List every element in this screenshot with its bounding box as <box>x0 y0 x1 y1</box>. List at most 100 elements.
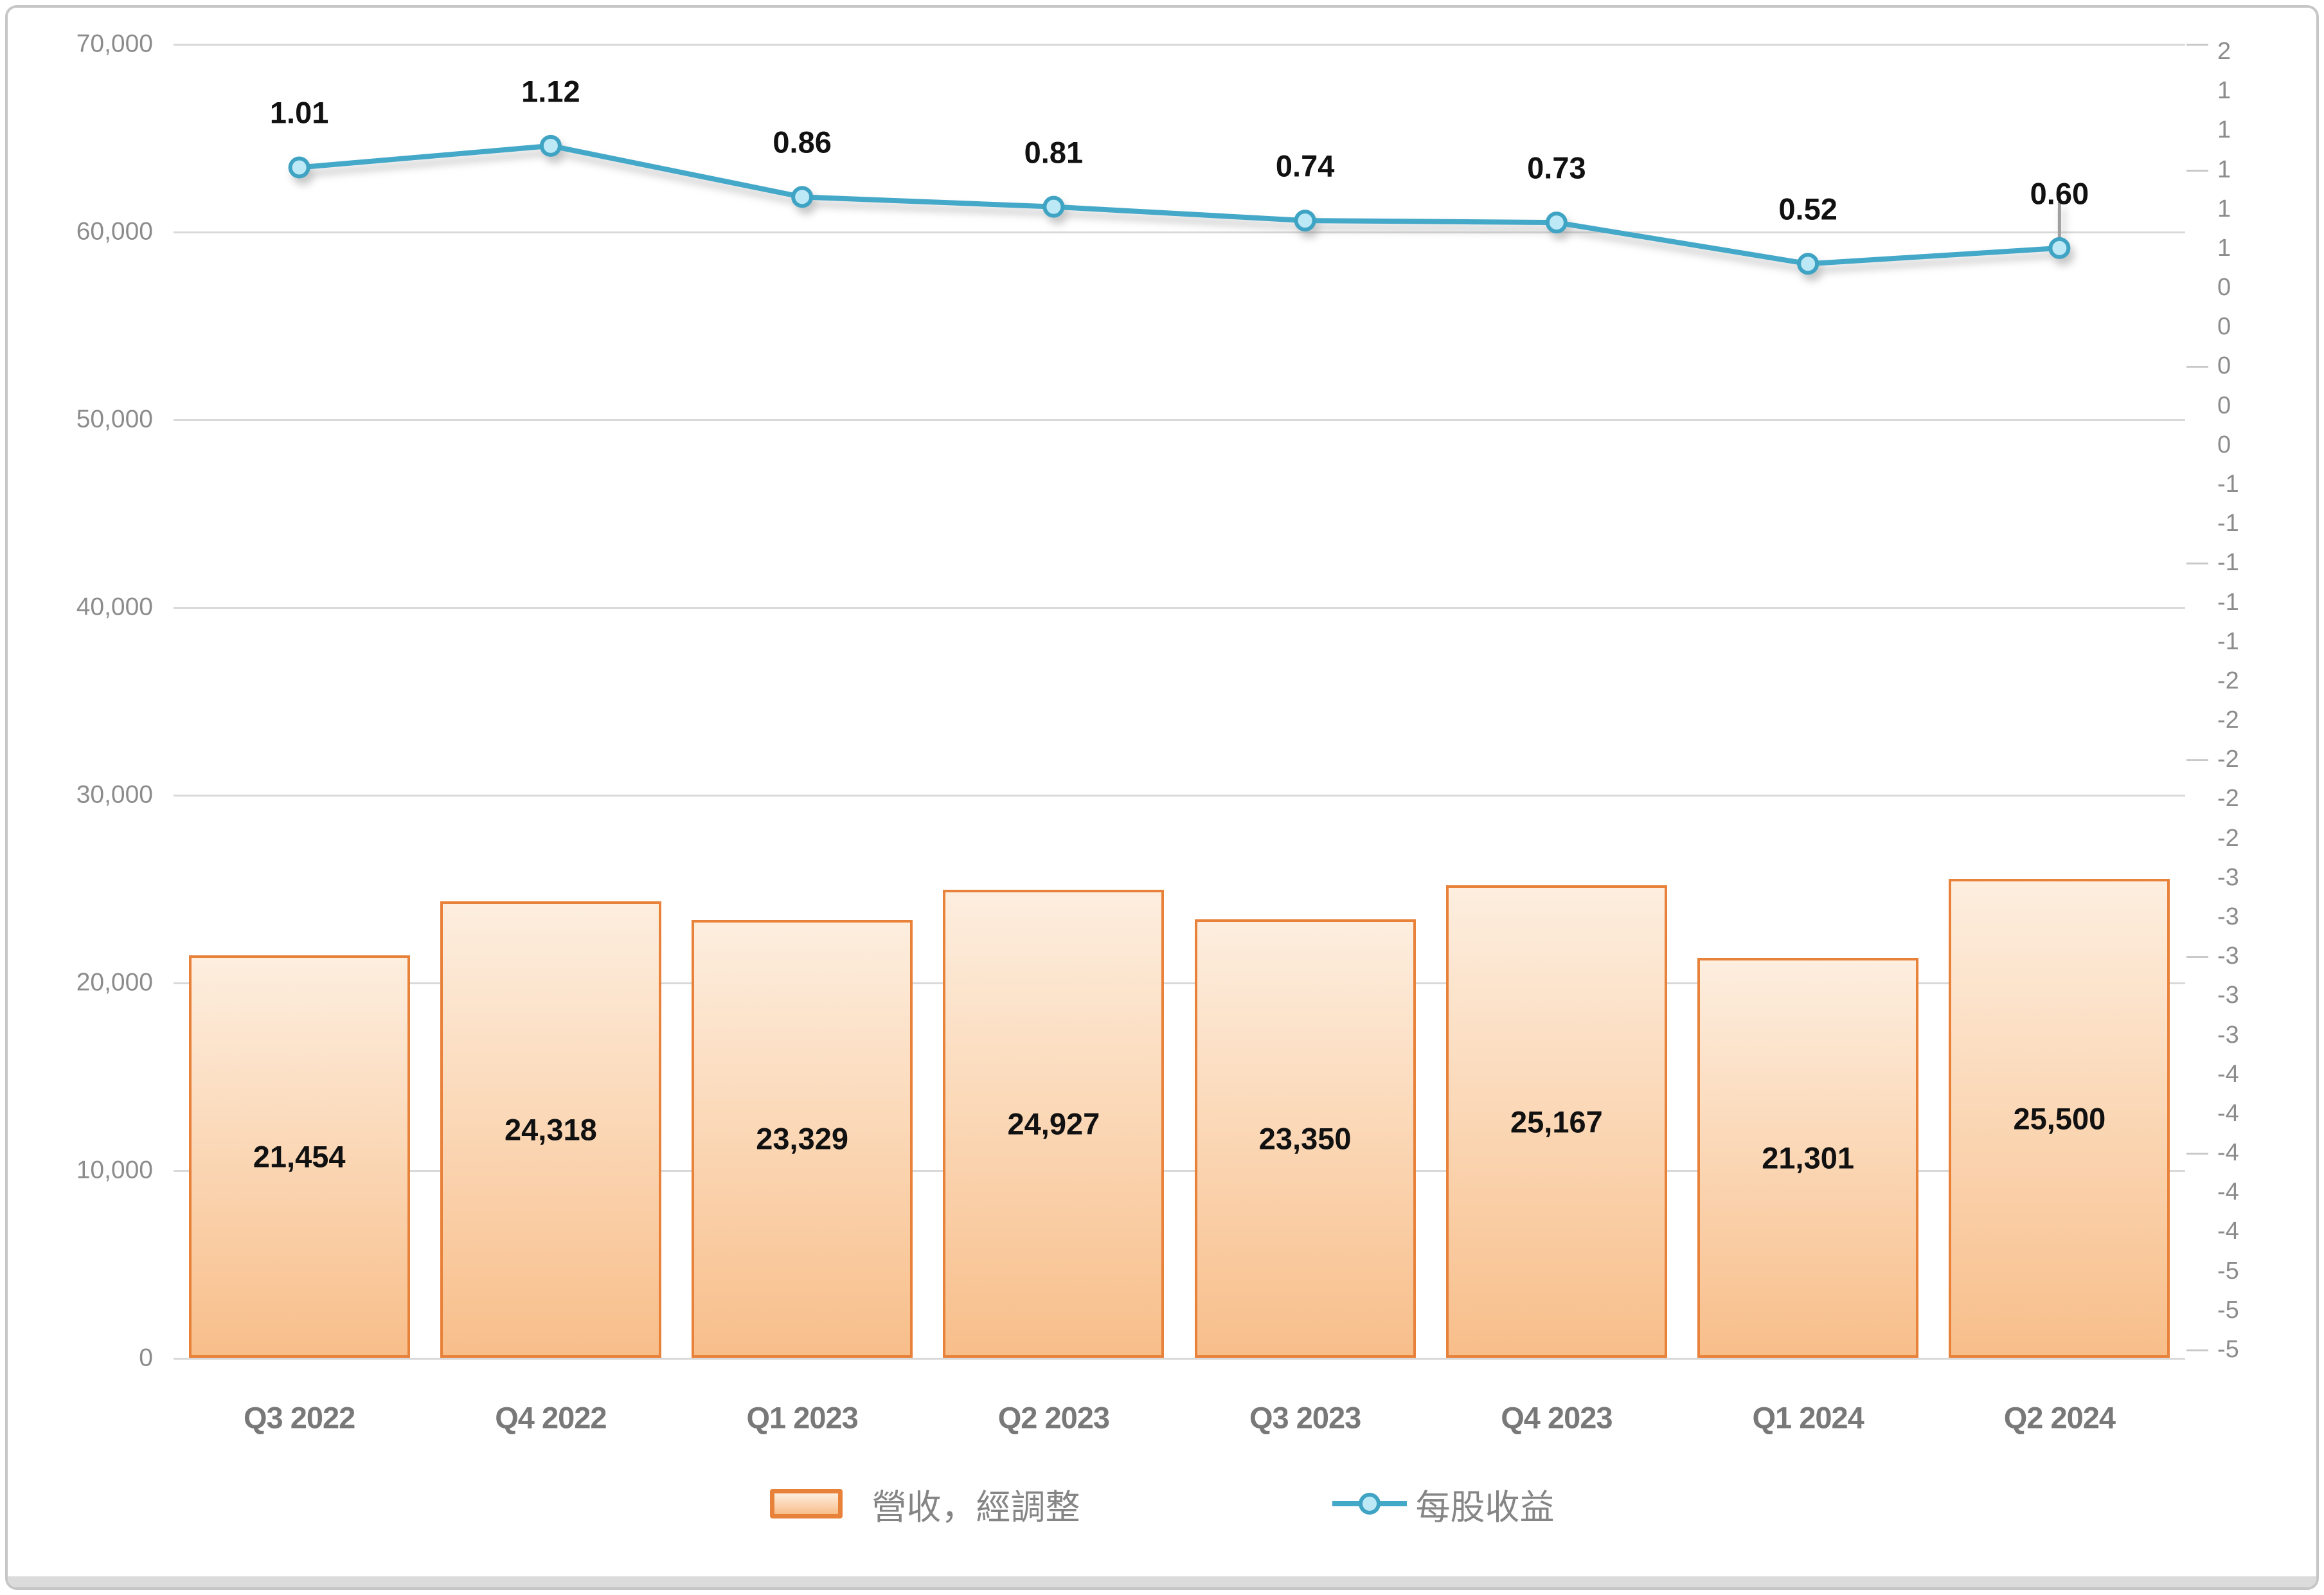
right-axis-label: -2 <box>2217 746 2239 773</box>
right-axis-label: -3 <box>2217 863 2239 891</box>
bar-value-label: 25,500 <box>2013 1101 2106 1136</box>
right-axis-label: -4 <box>2217 1060 2239 1088</box>
x-axis-label: Q3 2022 <box>243 1400 355 1435</box>
bottom-scroll-band <box>8 1576 2316 1587</box>
left-axis-label: 0 <box>139 1344 153 1372</box>
right-axis-label: -1 <box>2217 627 2239 655</box>
eps-value-label: 1.12 <box>521 74 580 109</box>
right-axis-label: 1 <box>2217 156 2231 183</box>
left-axis-label: 50,000 <box>76 405 153 433</box>
right-axis-label: -1 <box>2217 588 2239 616</box>
eps-line-layer <box>288 134 2071 275</box>
legend-revenue-label: 營收，經調整 <box>872 1486 1080 1527</box>
eps-point[interactable] <box>539 134 562 157</box>
right-axis-label: -3 <box>2217 903 2239 930</box>
eps-point[interactable] <box>1545 212 1568 234</box>
bar-value-label: 23,350 <box>1258 1121 1352 1156</box>
eps-value-label: 0.81 <box>1024 135 1084 170</box>
right-axis-label: -4 <box>2217 1139 2239 1167</box>
right-axis-label: 0 <box>2217 313 2231 341</box>
right-axis-label: -3 <box>2217 942 2239 970</box>
eps-line[interactable] <box>299 143 2060 267</box>
right-axis-tick <box>2186 956 2208 959</box>
right-axis-label: -2 <box>2217 785 2239 813</box>
legend-item-revenue[interactable]: 營收，經調整 <box>769 1479 1080 1529</box>
right-axis-label: -4 <box>2217 1178 2239 1206</box>
right-axis-label: -1 <box>2217 510 2239 537</box>
bar-value-label: 21,454 <box>253 1139 346 1174</box>
gridline <box>174 1358 2185 1360</box>
eps-value-label: 0.60 <box>2030 176 2089 211</box>
right-axis-label: -2 <box>2217 667 2239 694</box>
eps-point[interactable] <box>288 156 310 179</box>
gridline <box>174 795 2185 797</box>
right-axis-label: 0 <box>2217 274 2231 302</box>
x-axis-label: Q2 2024 <box>2003 1400 2116 1435</box>
right-axis-tick <box>2186 44 2208 46</box>
revenue-bar[interactable] <box>1949 879 2170 1358</box>
legend-eps-label: 每股收益 <box>1415 1486 1555 1527</box>
right-axis-tick <box>2186 366 2208 368</box>
eps-point[interactable] <box>1797 253 1819 275</box>
eps-point[interactable] <box>1042 195 1065 218</box>
right-axis-label: 2 <box>2217 38 2231 65</box>
right-axis-label: 0 <box>2217 392 2231 419</box>
eps-line-marker-icon <box>1332 1493 1407 1515</box>
right-axis-tick <box>2186 1153 2208 1155</box>
gridline <box>174 231 2185 233</box>
left-axis-label: 30,000 <box>76 780 153 809</box>
right-axis-label: -4 <box>2217 1099 2239 1127</box>
revenue-bar[interactable] <box>1697 958 1919 1358</box>
right-axis-label: -1 <box>2217 549 2239 577</box>
bar-value-label: 23,329 <box>756 1121 849 1156</box>
right-axis-label: -4 <box>2217 1218 2239 1245</box>
revenue-bar[interactable] <box>188 955 410 1358</box>
right-axis-label: 1 <box>2217 116 2231 144</box>
x-axis-label: Q4 2023 <box>1501 1400 1613 1435</box>
gridline <box>174 1170 2185 1172</box>
eps-value-label: 0.74 <box>1275 149 1335 183</box>
right-axis-label: -3 <box>2217 1021 2239 1049</box>
eps-value-label: 0.73 <box>1527 150 1586 185</box>
right-axis-tick <box>2186 563 2208 565</box>
left-axis-label: 70,000 <box>76 30 153 58</box>
eps-value-label: 0.86 <box>773 125 832 159</box>
right-axis-label: -5 <box>2217 1257 2239 1284</box>
bar-value-label: 24,318 <box>504 1112 597 1147</box>
right-axis-label: 0 <box>2217 352 2231 380</box>
chart-plot-area: 70,000 60,000 50,000 40,000 30,000 20,000 10,0… <box>8 8 2316 1587</box>
gridline <box>174 44 2185 46</box>
revenue-bar[interactable] <box>692 919 913 1358</box>
right-axis-label: -3 <box>2217 982 2239 1009</box>
legend-item-eps[interactable]: 每股收益 <box>1331 1479 1555 1529</box>
right-axis-tick <box>2186 759 2208 762</box>
right-axis-label: 0 <box>2217 431 2231 458</box>
x-axis-label: Q1 2023 <box>746 1400 858 1435</box>
revenue-bar[interactable] <box>1445 885 1667 1358</box>
revenue-bar-swatch-icon <box>769 1489 843 1518</box>
right-axis-label: 1 <box>2217 234 2231 262</box>
gridline <box>174 607 2185 609</box>
left-axis-label: 10,000 <box>76 1156 153 1184</box>
bar-value-label: 24,927 <box>1007 1106 1100 1141</box>
right-axis-label: -1 <box>2217 470 2239 498</box>
eps-point[interactable] <box>791 186 814 208</box>
right-axis-label: -2 <box>2217 824 2239 852</box>
x-axis-label: Q2 2023 <box>997 1400 1110 1435</box>
revenue-bar[interactable] <box>440 901 661 1358</box>
right-axis-label: -2 <box>2217 707 2239 734</box>
bar-value-label: 21,301 <box>1762 1140 1855 1175</box>
revenue-bar[interactable] <box>943 890 1165 1358</box>
chart-legend: 營收，經調整 每股收益 <box>8 1475 2316 1533</box>
gridline <box>174 419 2185 421</box>
eps-value-label: 1.01 <box>269 95 329 130</box>
eps-point[interactable] <box>2048 237 2071 259</box>
right-axis-label: 1 <box>2217 195 2231 222</box>
x-axis-label: Q4 2022 <box>495 1400 607 1435</box>
right-axis-tick <box>2186 169 2208 172</box>
eps-point[interactable] <box>1294 210 1316 232</box>
revenue-bar[interactable] <box>1194 919 1416 1358</box>
x-axis-label: Q1 2024 <box>1752 1400 1864 1435</box>
left-axis-label: 60,000 <box>76 217 153 246</box>
left-axis-label: 40,000 <box>76 593 153 621</box>
